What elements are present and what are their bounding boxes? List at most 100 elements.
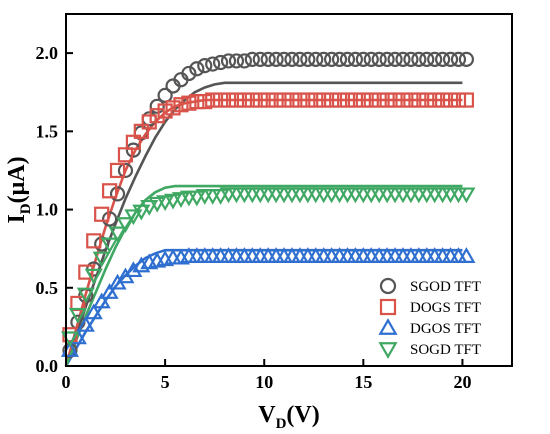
x-tick-label-1: 5 — [161, 372, 170, 392]
x-axis-ticks: 0 5 10 15 20 — [62, 359, 471, 392]
x-axis-title-sub: D — [276, 416, 287, 432]
data-point-0-34 — [331, 51, 348, 67]
data-point-1-35 — [339, 92, 356, 108]
data-point-0-35 — [339, 51, 356, 67]
data-point-0-17 — [197, 58, 213, 74]
data-point-3-4 — [92, 251, 111, 268]
data-point-3-1 — [68, 307, 87, 324]
data-point-0-28 — [284, 51, 300, 67]
data-point-1-41 — [387, 92, 403, 108]
data-point-3-14 — [171, 192, 191, 208]
data-point-0-20 — [220, 53, 237, 69]
data-point-1-40 — [379, 92, 395, 108]
data-point-0-4 — [94, 236, 110, 252]
data-point-1-50 — [458, 92, 475, 108]
data-point-1-33 — [324, 92, 340, 108]
data-point-0-19 — [213, 54, 229, 71]
data-point-1-29 — [292, 92, 308, 108]
x-tick-label-2: 10 — [255, 372, 273, 392]
data-point-0-30 — [300, 51, 316, 67]
data-point-1-26 — [268, 92, 284, 108]
data-point-1-6 — [109, 162, 126, 179]
data-point-0-43 — [403, 51, 419, 67]
fit-line-1 — [64, 98, 463, 367]
data-point-1-46 — [427, 92, 443, 108]
data-point-0-7 — [117, 162, 134, 179]
fit-line-3 — [64, 184, 463, 367]
data-point-3-8 — [124, 209, 143, 226]
data-point-0-10 — [141, 111, 157, 127]
legend-marker-3 — [378, 342, 398, 359]
data-point-1-18 — [205, 92, 221, 108]
data-point-0-22 — [236, 53, 252, 69]
legend-marker-0 — [379, 277, 397, 295]
data-point-0-21 — [228, 53, 245, 69]
data-point-0-49 — [450, 51, 467, 67]
data-point-1-9 — [133, 123, 149, 139]
data-point-0-16 — [189, 61, 205, 77]
data-point-0-24 — [252, 51, 268, 67]
data-point-3-16 — [187, 190, 206, 207]
data-point-1-31 — [308, 92, 324, 108]
data-point-1-14 — [173, 97, 189, 113]
series-3-markers — [60, 187, 476, 348]
data-point-0-12 — [157, 87, 173, 103]
data-point-0-40 — [379, 51, 395, 67]
data-point-1-39 — [371, 92, 387, 108]
data-point-1-34 — [331, 92, 348, 108]
data-markers — [60, 51, 476, 358]
data-point-1-36 — [347, 92, 364, 108]
data-point-0-33 — [324, 51, 340, 67]
data-point-0-15 — [181, 65, 197, 82]
data-point-0-18 — [205, 56, 221, 72]
data-point-1-20 — [220, 92, 237, 108]
data-point-1-2 — [78, 264, 94, 280]
data-point-3-5 — [100, 237, 119, 254]
data-point-1-44 — [411, 92, 427, 108]
data-point-3-7 — [116, 217, 135, 234]
data-point-0-8 — [125, 142, 141, 158]
x-axis-title: VD(V) — [258, 402, 320, 432]
y-tick-label-2: 1.0 — [36, 200, 59, 220]
data-point-1-12 — [157, 103, 173, 119]
series-1-markers — [62, 92, 475, 343]
y-axis-title-sub: D — [18, 203, 34, 214]
data-point-1-22 — [236, 92, 252, 108]
data-point-3-11 — [148, 196, 167, 213]
y-tick-label-4: 2.0 — [36, 43, 59, 63]
data-point-1-19 — [213, 92, 229, 108]
data-point-1-43 — [403, 92, 419, 108]
data-point-1-28 — [284, 92, 300, 108]
data-point-0-37 — [355, 51, 371, 67]
data-point-1-11 — [149, 108, 165, 124]
y-axis-title-main: I — [4, 214, 30, 223]
legend-marker-1 — [379, 298, 397, 316]
x-tick-label-3: 15 — [354, 372, 372, 392]
data-point-0-45 — [419, 51, 435, 67]
data-point-2-3 — [84, 303, 103, 320]
data-point-1-7 — [117, 147, 134, 163]
data-point-1-30 — [300, 92, 316, 108]
data-point-2-8 — [124, 261, 143, 278]
data-point-1-23 — [244, 92, 260, 108]
y-tick-label-1: 0.5 — [36, 278, 59, 298]
x-tick-label-4: 20 — [453, 372, 471, 392]
data-point-0-23 — [244, 51, 260, 67]
data-point-0-39 — [371, 51, 387, 67]
data-point-1-47 — [435, 92, 451, 108]
y-axis-ticks: 0.0 0.5 1.0 1.5 2.0 — [36, 43, 73, 376]
x-axis-title-unit: (V) — [286, 402, 319, 428]
data-point-1-5 — [102, 183, 118, 199]
data-point-1-49 — [450, 92, 467, 108]
data-point-1-16 — [189, 94, 205, 110]
data-point-0-44 — [411, 51, 427, 67]
data-point-1-13 — [165, 100, 181, 116]
data-point-1-4 — [94, 206, 110, 222]
data-point-1-8 — [125, 134, 141, 150]
y-axis-title-unit: (μA) — [4, 156, 30, 203]
data-point-0-26 — [268, 51, 284, 67]
fit-lines — [64, 81, 463, 367]
data-point-1-15 — [181, 95, 197, 111]
data-point-0-5 — [102, 211, 118, 227]
